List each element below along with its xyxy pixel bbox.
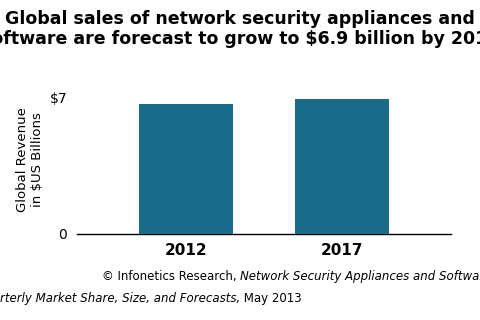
Y-axis label: Global Revenue
in $US Billions: Global Revenue in $US Billions bbox=[16, 108, 44, 212]
Bar bbox=[295, 99, 389, 234]
Bar bbox=[139, 104, 233, 234]
Text: May 2013: May 2013 bbox=[240, 292, 301, 305]
Text: Quarterly Market Share, Size, and Forecasts,: Quarterly Market Share, Size, and Foreca… bbox=[0, 292, 240, 305]
Text: Network Security Appliances and Software: Network Security Appliances and Software bbox=[240, 270, 480, 283]
Text: © Infonetics Research,: © Infonetics Research, bbox=[102, 270, 240, 283]
Text: Global sales of network security appliances and
software are forecast to grow to: Global sales of network security applian… bbox=[0, 10, 480, 48]
